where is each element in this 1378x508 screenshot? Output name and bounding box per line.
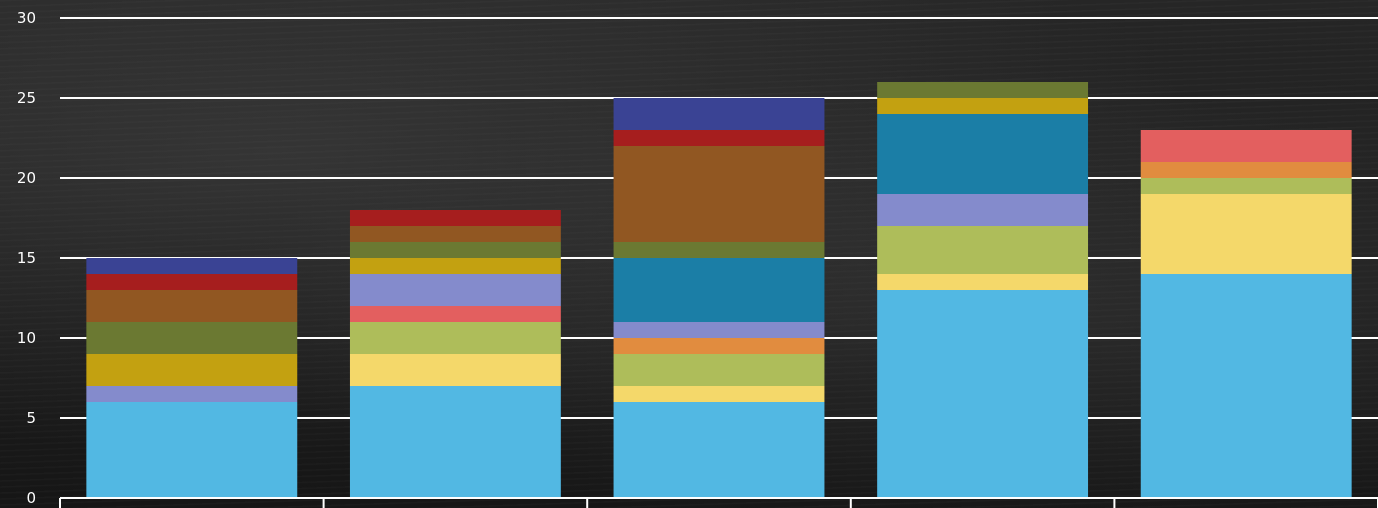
bar-segment-4-1 xyxy=(877,290,1089,498)
bar-segment-3-2 xyxy=(613,386,825,402)
bar-segment-3-10 xyxy=(613,146,825,242)
bar-segment-4-6 xyxy=(877,194,1089,226)
y-tick-label: 30 xyxy=(17,9,36,27)
bar-segment-1-9 xyxy=(86,322,298,354)
x-axis xyxy=(59,497,1378,508)
bar-segment-3-12 xyxy=(613,98,825,130)
bar-segment-3-3 xyxy=(613,354,825,386)
bar-segment-4-3 xyxy=(877,226,1089,274)
bar-segment-3-7 xyxy=(613,258,825,322)
bar-segment-5-1 xyxy=(1140,274,1352,498)
bar-segment-2-11 xyxy=(349,210,561,226)
bar-segment-5-4 xyxy=(1140,162,1352,178)
bar-segment-2-1 xyxy=(349,386,561,498)
y-tick-label: 10 xyxy=(17,329,36,347)
y-tick-label: 25 xyxy=(17,89,36,107)
bar-segment-2-2 xyxy=(349,354,561,386)
bar-segment-2-9 xyxy=(349,242,561,258)
bar-segment-2-6 xyxy=(349,274,561,306)
y-tick-label: 20 xyxy=(17,169,36,187)
bar-segment-5-5 xyxy=(1140,130,1352,162)
bar-segment-2-10 xyxy=(349,226,561,242)
bar-segment-1-12 xyxy=(86,258,298,274)
y-tick-label: 15 xyxy=(17,249,36,267)
bar-segment-3-1 xyxy=(613,402,825,498)
y-tick-label: 5 xyxy=(26,409,36,427)
bar-segment-1-11 xyxy=(86,274,298,290)
bar-segment-4-8 xyxy=(877,98,1089,114)
bar-segment-1-6 xyxy=(86,386,298,402)
bar-segment-3-6 xyxy=(613,322,825,338)
bar-segment-4-7 xyxy=(877,114,1089,194)
bar-segment-2-5 xyxy=(349,306,561,322)
bar-segment-5-3 xyxy=(1140,178,1352,194)
bar-segment-1-1 xyxy=(86,402,298,498)
bar-segment-1-8 xyxy=(86,354,298,386)
bar-segment-5-2 xyxy=(1140,194,1352,274)
bars xyxy=(86,82,1352,498)
y-tick-labels: 0 5 10 15 20 25 30 xyxy=(17,9,36,507)
bar-segment-4-9 xyxy=(877,82,1089,98)
bar-segment-2-8 xyxy=(349,258,561,274)
bar-segment-1-10 xyxy=(86,290,298,322)
bar-segment-4-2 xyxy=(877,274,1089,290)
bar-segment-3-11 xyxy=(613,130,825,146)
y-tick-label: 0 xyxy=(26,489,36,507)
bar-segment-3-4 xyxy=(613,338,825,354)
bar-segment-2-3 xyxy=(349,322,561,354)
bar-segment-3-9 xyxy=(613,242,825,258)
